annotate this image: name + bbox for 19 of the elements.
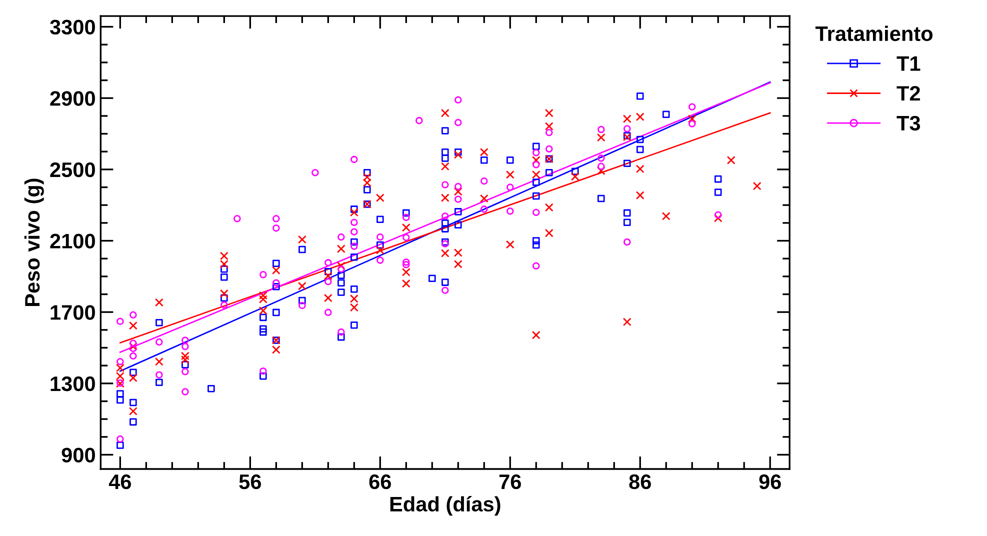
y-tick-label: 2100 xyxy=(50,234,95,249)
y-tick-label: 3300 xyxy=(50,20,95,35)
x-tick-label: 96 xyxy=(759,474,781,490)
x-tick-label: 86 xyxy=(629,474,651,490)
y-tick-label: 2500 xyxy=(50,162,95,178)
y-tick-label: 1300 xyxy=(50,376,95,392)
x-tick-label: 46 xyxy=(108,474,132,490)
y-axis-title: Peso vivo (g) xyxy=(24,178,44,306)
x-tick-label: 76 xyxy=(499,474,521,490)
y-tick-label: 900 xyxy=(62,448,95,462)
legend-label: T2 xyxy=(896,86,920,101)
x-tick-label: 56 xyxy=(239,474,261,490)
y-tick-label: 1700 xyxy=(50,305,95,320)
y-tick-label: 2900 xyxy=(50,91,95,106)
x-axis-title: Edad (días) xyxy=(390,496,500,516)
x-tick-label: 66 xyxy=(369,474,391,490)
legend-title: Tratamiento xyxy=(815,26,933,42)
legend-label: T3 xyxy=(896,116,920,131)
legend-label: T1 xyxy=(896,56,920,71)
